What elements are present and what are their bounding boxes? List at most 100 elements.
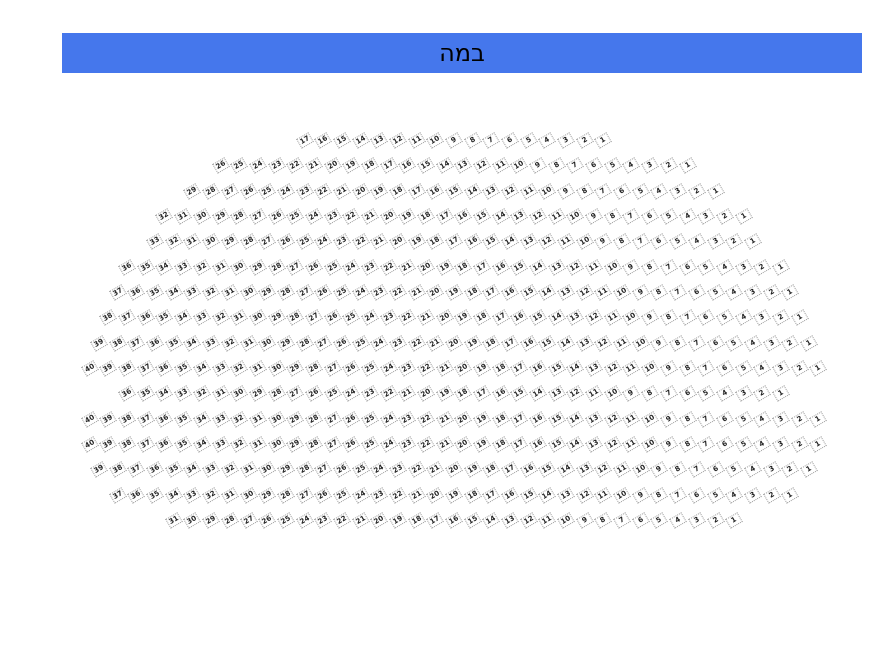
seat-r16-3[interactable]: 3: [688, 512, 706, 529]
seat-r8-30[interactable]: 30: [249, 309, 267, 327]
seat-r4-31[interactable]: 31: [174, 208, 192, 225]
seat-r13-25[interactable]: 25: [361, 436, 379, 453]
seat-r14-28[interactable]: 28: [295, 461, 314, 479]
seat-r4-26[interactable]: 26: [267, 208, 286, 225]
seat-r9-26[interactable]: 26: [333, 334, 351, 352]
seat-r10-28[interactable]: 28: [305, 360, 323, 377]
seat-r12-8[interactable]: 8: [678, 410, 697, 428]
seat-r1-1[interactable]: 1: [594, 132, 613, 149]
seat-r11-16[interactable]: 16: [491, 385, 510, 403]
seat-r7-37[interactable]: 37: [108, 284, 127, 301]
seat-r5-23[interactable]: 23: [333, 233, 351, 251]
seat-r2-3[interactable]: 3: [641, 157, 659, 175]
seat-r6-19[interactable]: 19: [435, 258, 454, 276]
seat-r7-11[interactable]: 11: [594, 284, 613, 301]
seat-r11-13[interactable]: 13: [547, 385, 566, 403]
seat-r11-17[interactable]: 17: [473, 385, 491, 403]
seat-r9-28[interactable]: 28: [295, 334, 314, 352]
seat-r13-17[interactable]: 17: [510, 436, 529, 453]
seat-r12-16[interactable]: 16: [529, 410, 547, 428]
seat-r7-20[interactable]: 20: [426, 284, 445, 301]
seat-r1-12[interactable]: 12: [389, 132, 407, 149]
seat-r12-13[interactable]: 13: [585, 410, 603, 428]
seat-r5-27[interactable]: 27: [258, 233, 276, 251]
seat-r11-14[interactable]: 14: [529, 385, 547, 403]
seat-r10-34[interactable]: 34: [193, 360, 211, 377]
seat-r13-14[interactable]: 14: [566, 436, 585, 453]
seat-r14-11[interactable]: 11: [613, 461, 631, 479]
seat-r15-6[interactable]: 6: [688, 486, 706, 504]
seat-r4-14[interactable]: 14: [491, 208, 510, 225]
seat-r9-38[interactable]: 38: [108, 334, 127, 352]
seat-r7-14[interactable]: 14: [538, 284, 557, 301]
seat-r9-37[interactable]: 37: [127, 334, 146, 352]
seat-r3-9[interactable]: 9: [557, 182, 575, 200]
seat-r6-30[interactable]: 30: [230, 258, 248, 276]
seat-r8-6[interactable]: 6: [697, 309, 715, 327]
seat-r10-1[interactable]: 1: [809, 360, 828, 377]
seat-r5-22[interactable]: 22: [351, 233, 370, 251]
seat-r7-36[interactable]: 36: [127, 284, 146, 301]
seat-r10-35[interactable]: 35: [174, 360, 192, 377]
seat-r16-23[interactable]: 23: [314, 512, 333, 529]
seat-r5-7[interactable]: 7: [631, 233, 650, 251]
seat-r7-26[interactable]: 26: [314, 284, 333, 301]
seat-r15-14[interactable]: 14: [538, 486, 557, 504]
seat-r3-25[interactable]: 25: [258, 182, 276, 200]
seat-r6-15[interactable]: 15: [510, 258, 529, 276]
seat-r11-5[interactable]: 5: [697, 385, 715, 403]
seat-r8-24[interactable]: 24: [361, 309, 379, 327]
seat-r3-12[interactable]: 12: [501, 182, 519, 200]
seat-r4-5[interactable]: 5: [660, 208, 678, 225]
seat-r3-17[interactable]: 17: [407, 182, 426, 200]
seat-r8-13[interactable]: 13: [566, 309, 585, 327]
seat-r13-35[interactable]: 35: [174, 436, 192, 453]
seat-r7-12[interactable]: 12: [575, 284, 594, 301]
seat-r14-9[interactable]: 9: [650, 461, 669, 479]
seat-r8-32[interactable]: 32: [211, 309, 230, 327]
seat-r2-8[interactable]: 8: [547, 157, 566, 175]
seat-r11-2[interactable]: 2: [753, 385, 772, 403]
seat-r1-3[interactable]: 3: [557, 132, 575, 149]
seat-r16-1[interactable]: 1: [725, 512, 743, 529]
seat-r16-29[interactable]: 29: [202, 512, 220, 529]
seat-r14-22[interactable]: 22: [407, 461, 426, 479]
seat-r7-8[interactable]: 8: [650, 284, 669, 301]
seat-r10-8[interactable]: 8: [678, 360, 697, 377]
seat-r13-2[interactable]: 2: [790, 436, 809, 453]
seat-r6-36[interactable]: 36: [118, 258, 136, 276]
seat-r5-25[interactable]: 25: [295, 233, 314, 251]
seat-r9-32[interactable]: 32: [221, 334, 239, 352]
seat-r11-25[interactable]: 25: [323, 385, 342, 403]
seat-r14-14[interactable]: 14: [557, 461, 575, 479]
seat-r13-18[interactable]: 18: [491, 436, 510, 453]
seat-r14-32[interactable]: 32: [221, 461, 239, 479]
seat-r15-31[interactable]: 31: [221, 486, 239, 504]
seat-r9-39[interactable]: 39: [90, 334, 108, 352]
seat-r2-9[interactable]: 9: [529, 157, 547, 175]
seat-r6-7[interactable]: 7: [660, 258, 678, 276]
seat-r12-23[interactable]: 23: [398, 410, 417, 428]
seat-r15-26[interactable]: 26: [314, 486, 333, 504]
seat-r3-23[interactable]: 23: [295, 182, 314, 200]
seat-r13-30[interactable]: 30: [267, 436, 286, 453]
seat-r10-9[interactable]: 9: [660, 360, 678, 377]
seat-r1-16[interactable]: 16: [314, 132, 333, 149]
seat-r15-25[interactable]: 25: [333, 486, 351, 504]
seat-r8-2[interactable]: 2: [772, 309, 790, 327]
seat-r1-15[interactable]: 15: [333, 132, 351, 149]
seat-r5-30[interactable]: 30: [202, 233, 220, 251]
seat-r6-16[interactable]: 16: [491, 258, 510, 276]
seat-r4-30[interactable]: 30: [193, 208, 211, 225]
seat-r11-15[interactable]: 15: [510, 385, 529, 403]
seat-r2-11[interactable]: 11: [491, 157, 510, 175]
seat-r10-19[interactable]: 19: [473, 360, 491, 377]
seat-r15-21[interactable]: 21: [407, 486, 426, 504]
seat-r3-21[interactable]: 21: [333, 182, 351, 200]
seat-r4-25[interactable]: 25: [286, 208, 305, 225]
seat-r10-2[interactable]: 2: [790, 360, 809, 377]
seat-r8-9[interactable]: 9: [641, 309, 659, 327]
seat-r8-35[interactable]: 35: [155, 309, 174, 327]
seat-r16-28[interactable]: 28: [221, 512, 239, 529]
seat-r15-36[interactable]: 36: [127, 486, 146, 504]
